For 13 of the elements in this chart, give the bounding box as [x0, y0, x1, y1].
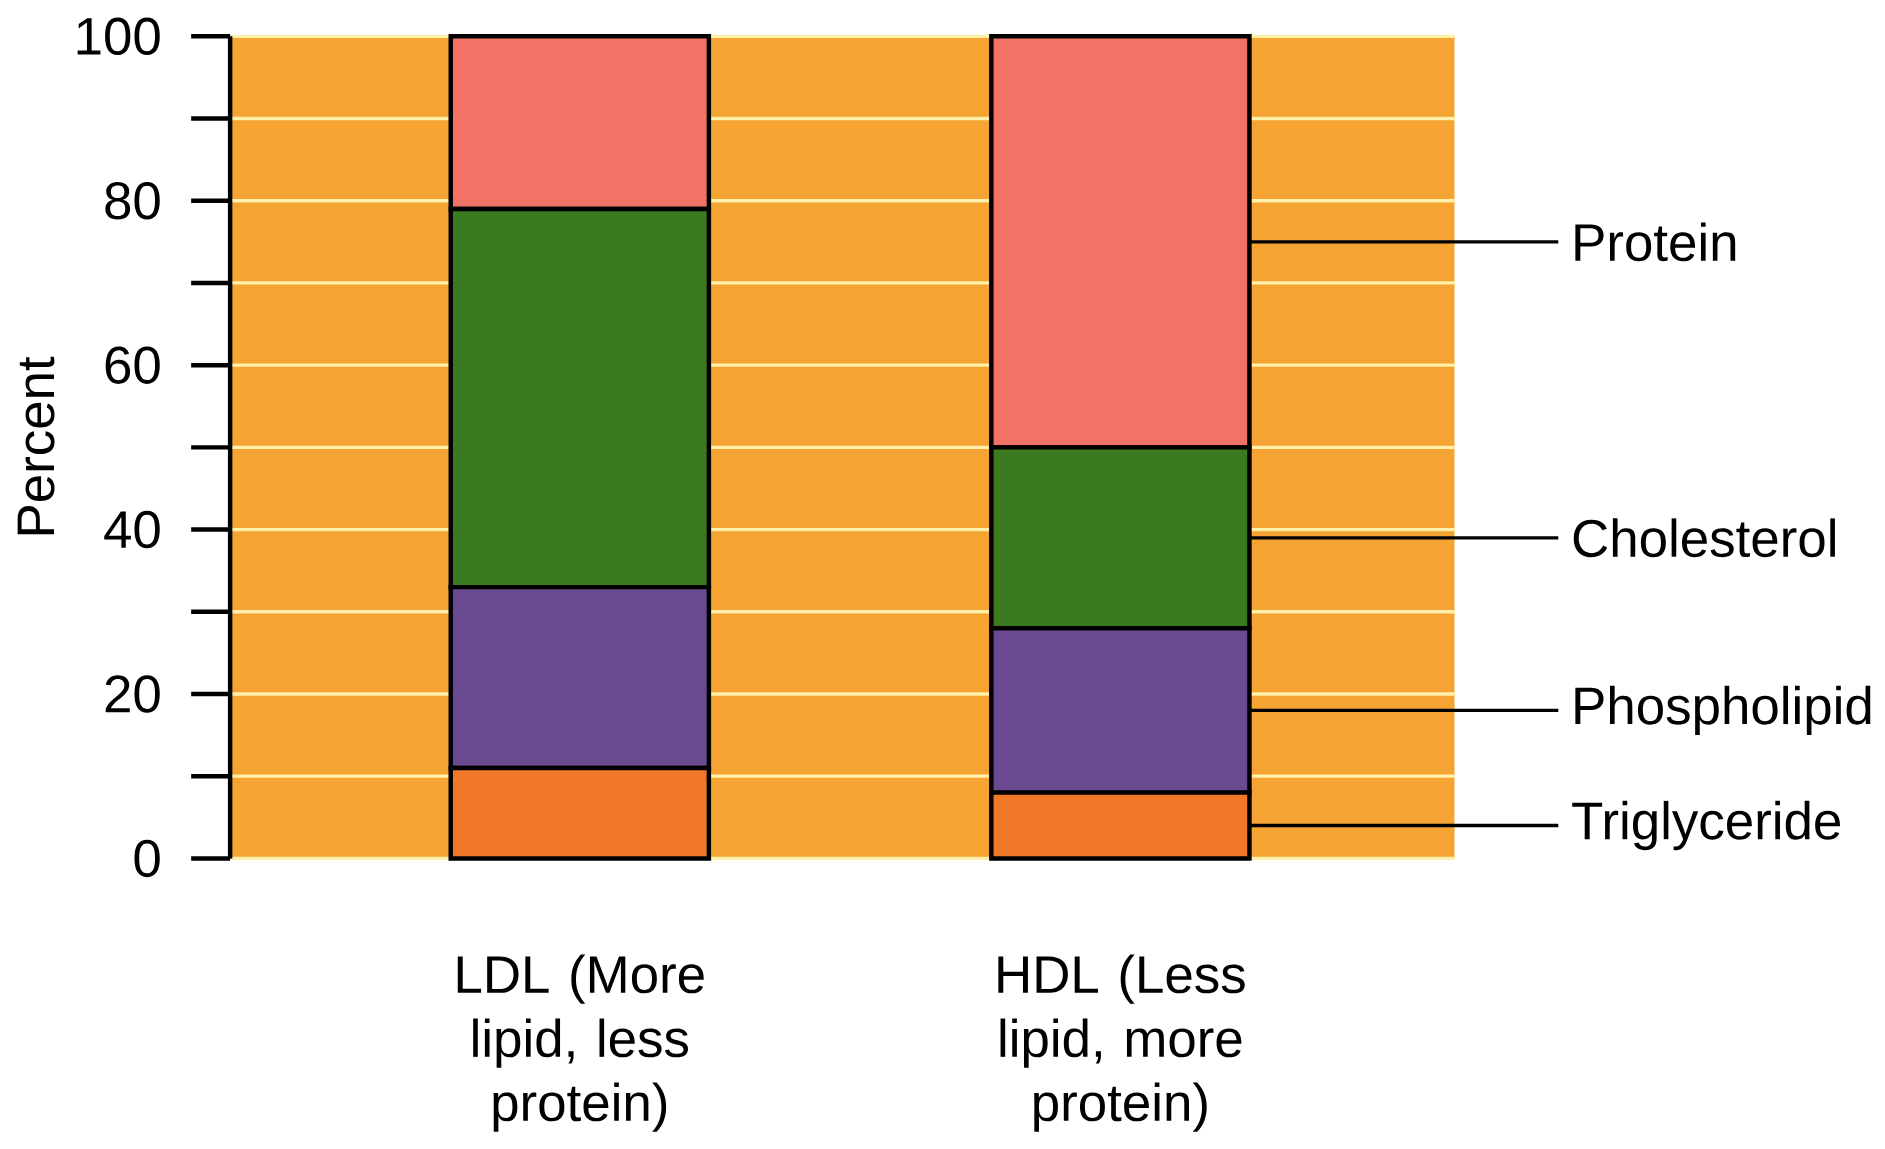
y-axis-title: Percent [17, 356, 55, 534]
text: Protein [1575, 222, 1736, 262]
x-tick-label: HDL (Less lipid, more protein) [998, 954, 1245, 1132]
y-tick-label: 100 [77, 17, 160, 55]
y-tick-label: 60 [105, 346, 160, 384]
y-tick-label: 80 [105, 181, 160, 220]
text: Cholesterol [1573, 518, 1835, 557]
y-tick-label: 20 [105, 675, 160, 713]
x-tick-label: LDL (More lipid, less protein) [457, 954, 704, 1132]
y-tick-label: 40 [104, 510, 160, 549]
text: Triglyceride [1572, 800, 1840, 850]
text: Phospholipid [1575, 685, 1871, 735]
y-tick-label: 0 [134, 839, 160, 877]
